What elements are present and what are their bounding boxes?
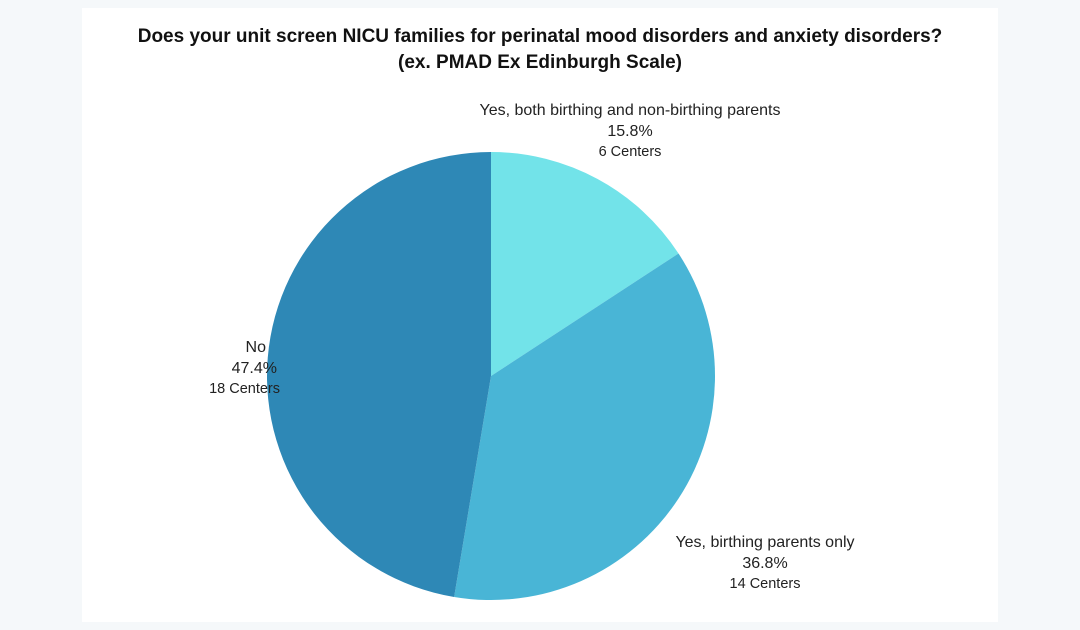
- chart-title: Does your unit screen NICU families for …: [137, 26, 943, 47]
- slice-percent: 47.4%: [231, 360, 277, 377]
- slice-label-no: No 47.4% 18 Centers: [160, 337, 280, 399]
- chart-title-block: Does your unit screen NICU families for …: [0, 24, 1080, 76]
- slice-label-birthing-only: Yes, birthing parents only 36.8% 14 Cent…: [640, 532, 890, 594]
- slice-label-both-parents: Yes, both birthing and non-birthing pare…: [460, 100, 800, 162]
- chart-subtitle: (ex. PMAD Ex Edinburgh Scale): [398, 52, 682, 73]
- pie-slice-birthing-only: [454, 253, 715, 600]
- pie-slices: [266, 152, 715, 600]
- slice-count: 14 Centers: [729, 576, 801, 592]
- slice-name: No: [245, 339, 266, 356]
- pie-slice-both-parents: [491, 152, 679, 376]
- slice-name: Yes, birthing parents only: [675, 534, 855, 551]
- slice-count: 18 Centers: [209, 381, 280, 397]
- slice-name: Yes, both birthing and non-birthing pare…: [479, 102, 781, 119]
- slice-percent: 15.8%: [607, 123, 653, 140]
- slice-percent: 36.8%: [742, 555, 788, 572]
- slice-count: 6 Centers: [598, 144, 662, 160]
- pie-slice-no: [266, 152, 491, 597]
